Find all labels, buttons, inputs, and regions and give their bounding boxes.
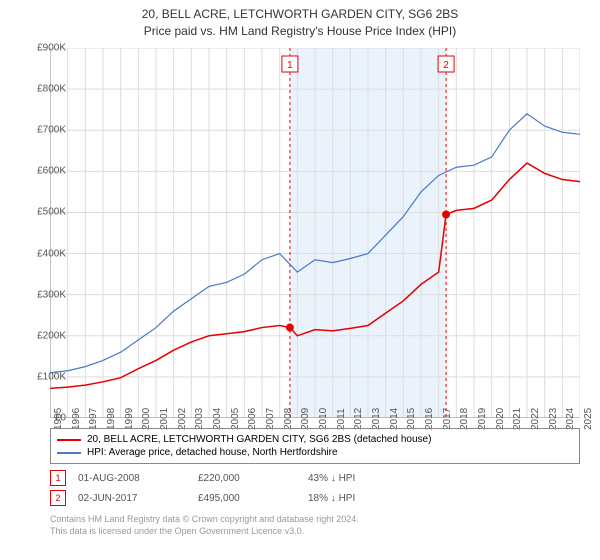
chart-title: 20, BELL ACRE, LETCHWORTH GARDEN CITY, S…	[0, 0, 600, 40]
legend-swatch-2	[57, 452, 81, 454]
y-tick-label: £200K	[16, 330, 66, 341]
x-tick-label: 2010	[318, 408, 329, 430]
sales-row-2: 2 02-JUN-2017 £495,000 18% ↓ HPI	[50, 490, 355, 506]
sale-delta-1: 43% ↓ HPI	[308, 473, 355, 484]
x-tick-label: 2004	[212, 408, 223, 430]
x-tick-label: 2018	[459, 408, 470, 430]
x-tick-label: 2003	[194, 408, 205, 430]
svg-text:2: 2	[443, 60, 449, 71]
attribution: Contains HM Land Registry data © Crown c…	[50, 514, 359, 537]
x-tick-label: 2002	[177, 408, 188, 430]
y-tick-label: £300K	[16, 289, 66, 300]
x-tick-label: 2023	[548, 408, 559, 430]
sale-price-1: £220,000	[198, 473, 308, 484]
x-tick-label: 2011	[336, 408, 347, 430]
legend-label-1: 20, BELL ACRE, LETCHWORTH GARDEN CITY, S…	[87, 434, 431, 445]
sale-delta-2: 18% ↓ HPI	[308, 493, 355, 504]
x-tick-label: 2015	[406, 408, 417, 430]
x-tick-label: 2021	[512, 408, 523, 430]
sale-date-1: 01-AUG-2008	[78, 473, 198, 484]
x-tick-label: 2020	[495, 408, 506, 430]
legend-box: 20, BELL ACRE, LETCHWORTH GARDEN CITY, S…	[50, 428, 580, 464]
x-tick-label: 2008	[283, 408, 294, 430]
x-tick-label: 1997	[88, 408, 99, 430]
x-tick-label: 2005	[230, 408, 241, 430]
x-tick-label: 1995	[53, 408, 64, 430]
x-tick-label: 2022	[530, 408, 541, 430]
sale-marker-1: 1	[50, 470, 66, 486]
x-tick-label: 2016	[424, 408, 435, 430]
y-tick-label: £500K	[16, 207, 66, 218]
x-tick-label: 2025	[583, 408, 594, 430]
x-tick-label: 1996	[71, 408, 82, 430]
x-tick-label: 2017	[442, 408, 453, 430]
x-tick-label: 2007	[265, 408, 276, 430]
title-line-2: Price paid vs. HM Land Registry's House …	[0, 23, 600, 40]
x-tick-label: 2013	[371, 408, 382, 430]
x-tick-label: 2012	[353, 408, 364, 430]
sales-row-1: 1 01-AUG-2008 £220,000 43% ↓ HPI	[50, 470, 355, 486]
x-tick-label: 2000	[141, 408, 152, 430]
plot-svg: 12	[50, 48, 580, 418]
legend-row-2: HPI: Average price, detached house, Nort…	[57, 446, 573, 459]
chart-container: 20, BELL ACRE, LETCHWORTH GARDEN CITY, S…	[0, 0, 600, 560]
x-tick-label: 2009	[300, 408, 311, 430]
y-tick-label: £600K	[16, 166, 66, 177]
legend-swatch-1	[57, 439, 81, 441]
sales-table: 1 01-AUG-2008 £220,000 43% ↓ HPI 2 02-JU…	[50, 466, 355, 510]
sale-date-2: 02-JUN-2017	[78, 493, 198, 504]
x-tick-label: 1998	[106, 408, 117, 430]
attribution-line-1: Contains HM Land Registry data © Crown c…	[50, 514, 359, 526]
sale-price-2: £495,000	[198, 493, 308, 504]
title-line-1: 20, BELL ACRE, LETCHWORTH GARDEN CITY, S…	[0, 6, 600, 23]
svg-text:1: 1	[287, 60, 293, 71]
y-tick-label: £800K	[16, 84, 66, 95]
y-tick-label: £400K	[16, 248, 66, 259]
legend-row-1: 20, BELL ACRE, LETCHWORTH GARDEN CITY, S…	[57, 433, 573, 446]
x-tick-label: 2024	[565, 408, 576, 430]
attribution-line-2: This data is licensed under the Open Gov…	[50, 526, 359, 538]
x-tick-label: 1999	[124, 408, 135, 430]
y-tick-label: £700K	[16, 125, 66, 136]
legend-label-2: HPI: Average price, detached house, Nort…	[87, 447, 338, 458]
sale-marker-2: 2	[50, 490, 66, 506]
x-tick-label: 2014	[389, 408, 400, 430]
y-tick-label: £900K	[16, 43, 66, 54]
x-tick-label: 2019	[477, 408, 488, 430]
x-tick-label: 2001	[159, 408, 170, 430]
y-tick-label: £100K	[16, 371, 66, 382]
x-tick-label: 2006	[247, 408, 258, 430]
